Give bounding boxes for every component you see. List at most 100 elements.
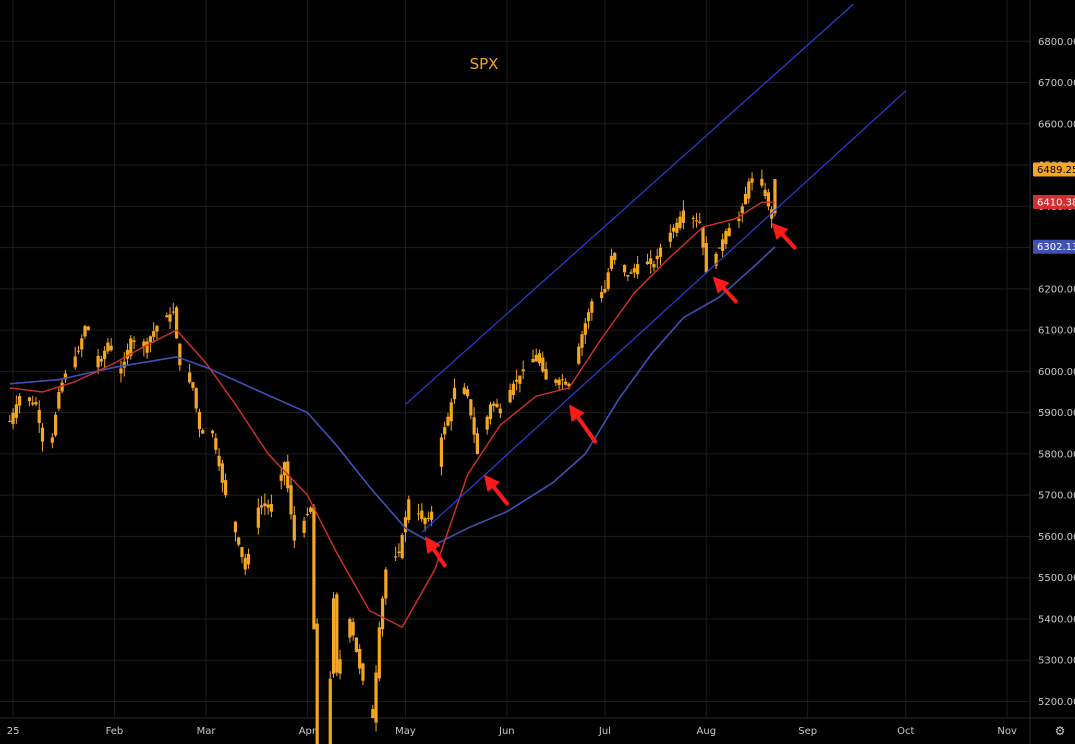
candle-body	[671, 227, 676, 232]
candle-body	[358, 648, 362, 669]
candle-body	[508, 389, 512, 403]
candle-body	[374, 672, 378, 723]
price-badge: 6302.13	[1033, 239, 1075, 254]
candle-body	[27, 397, 32, 402]
candle-body	[541, 357, 545, 372]
annotation-arrow	[425, 536, 447, 568]
candle-body	[531, 359, 535, 363]
candle-body	[727, 227, 731, 237]
candle-body	[475, 433, 479, 454]
candle-body	[34, 401, 38, 405]
candle-body	[18, 396, 22, 406]
candle-body	[63, 373, 67, 380]
candle-body	[331, 598, 336, 674]
y-tick-label: 5700.00	[1038, 491, 1075, 502]
candle-body	[622, 265, 627, 273]
candle-body	[443, 427, 447, 435]
candle-body	[214, 438, 218, 450]
candle-body	[263, 503, 267, 507]
candle-body	[338, 659, 342, 674]
candle-body	[224, 480, 228, 496]
candle-body	[430, 511, 434, 520]
candle-body	[122, 361, 126, 368]
candle-body	[246, 553, 251, 565]
candle-body	[397, 551, 401, 553]
candle-body	[31, 402, 35, 405]
candles-group	[8, 169, 777, 744]
candle-body	[747, 181, 751, 199]
y-tick-label: 6600.00	[1038, 119, 1075, 130]
x-tick-label: Jul	[598, 726, 611, 737]
arrow-head	[483, 474, 501, 493]
candle-body	[201, 430, 205, 434]
candle-body	[636, 264, 640, 275]
candle-body	[472, 417, 476, 435]
candle-body	[403, 517, 408, 533]
candle-body	[717, 247, 721, 249]
candle-body	[766, 192, 771, 207]
candle-body	[394, 556, 398, 558]
candle-body	[694, 220, 699, 222]
candle-body	[407, 499, 411, 520]
arrow-head	[568, 404, 585, 423]
price-badge-bg	[1033, 162, 1075, 177]
candle-body	[266, 504, 270, 508]
candle-body	[384, 569, 388, 599]
candle-body	[426, 517, 430, 519]
candle-body	[492, 403, 496, 406]
candle-body	[217, 455, 221, 467]
candle-body	[658, 247, 663, 257]
candle-body	[129, 338, 133, 356]
price-badge-bg	[1033, 239, 1075, 254]
x-tick-label: Mar	[197, 726, 217, 737]
candle-body	[168, 314, 172, 322]
candle-body	[770, 209, 774, 219]
candle-body	[86, 326, 90, 331]
candle-body	[701, 227, 705, 248]
candle-body	[626, 275, 630, 277]
candle-body	[465, 389, 470, 397]
candle-body	[305, 514, 309, 516]
candle-body	[760, 178, 764, 186]
candle-body	[649, 258, 653, 265]
price-badge-bg	[1033, 195, 1075, 210]
x-tick-label: Oct	[897, 726, 914, 737]
y-tick-label: 6800.00	[1038, 37, 1075, 48]
candle-body	[416, 513, 421, 515]
candle-body	[721, 239, 725, 251]
x-tick-label: Jun	[498, 726, 515, 737]
y-tick-label: 5600.00	[1038, 532, 1075, 543]
y-tick-label: 5300.00	[1038, 656, 1075, 667]
candle-body	[600, 291, 604, 299]
candle-body	[763, 189, 767, 197]
candle-body	[632, 268, 636, 273]
settings-icon[interactable]: ⚙	[1054, 724, 1066, 738]
price-badge: 6489.25	[1033, 162, 1075, 177]
arrow-head	[425, 536, 441, 555]
candle-body	[462, 387, 466, 395]
candle-body	[14, 404, 18, 418]
y-tick-label: 5800.00	[1038, 449, 1075, 460]
candle-body	[668, 232, 672, 242]
candle-body	[50, 437, 54, 443]
candle-body	[152, 331, 156, 337]
channel-line	[421, 90, 907, 533]
candle-body	[609, 255, 614, 269]
candle-body	[302, 520, 306, 533]
candle-body	[106, 342, 110, 352]
candle-body	[488, 404, 493, 420]
candle-body	[691, 217, 695, 219]
channel-line	[405, 3, 854, 405]
candle-body	[312, 507, 316, 630]
candle-body	[498, 408, 502, 414]
candle-body	[83, 325, 87, 337]
candle-body	[125, 350, 130, 359]
candle-body	[537, 353, 542, 364]
candle-body	[148, 336, 153, 343]
candle-body	[698, 221, 702, 223]
candle-body	[586, 312, 591, 322]
candle-body	[309, 507, 313, 512]
candle-body	[515, 379, 519, 382]
